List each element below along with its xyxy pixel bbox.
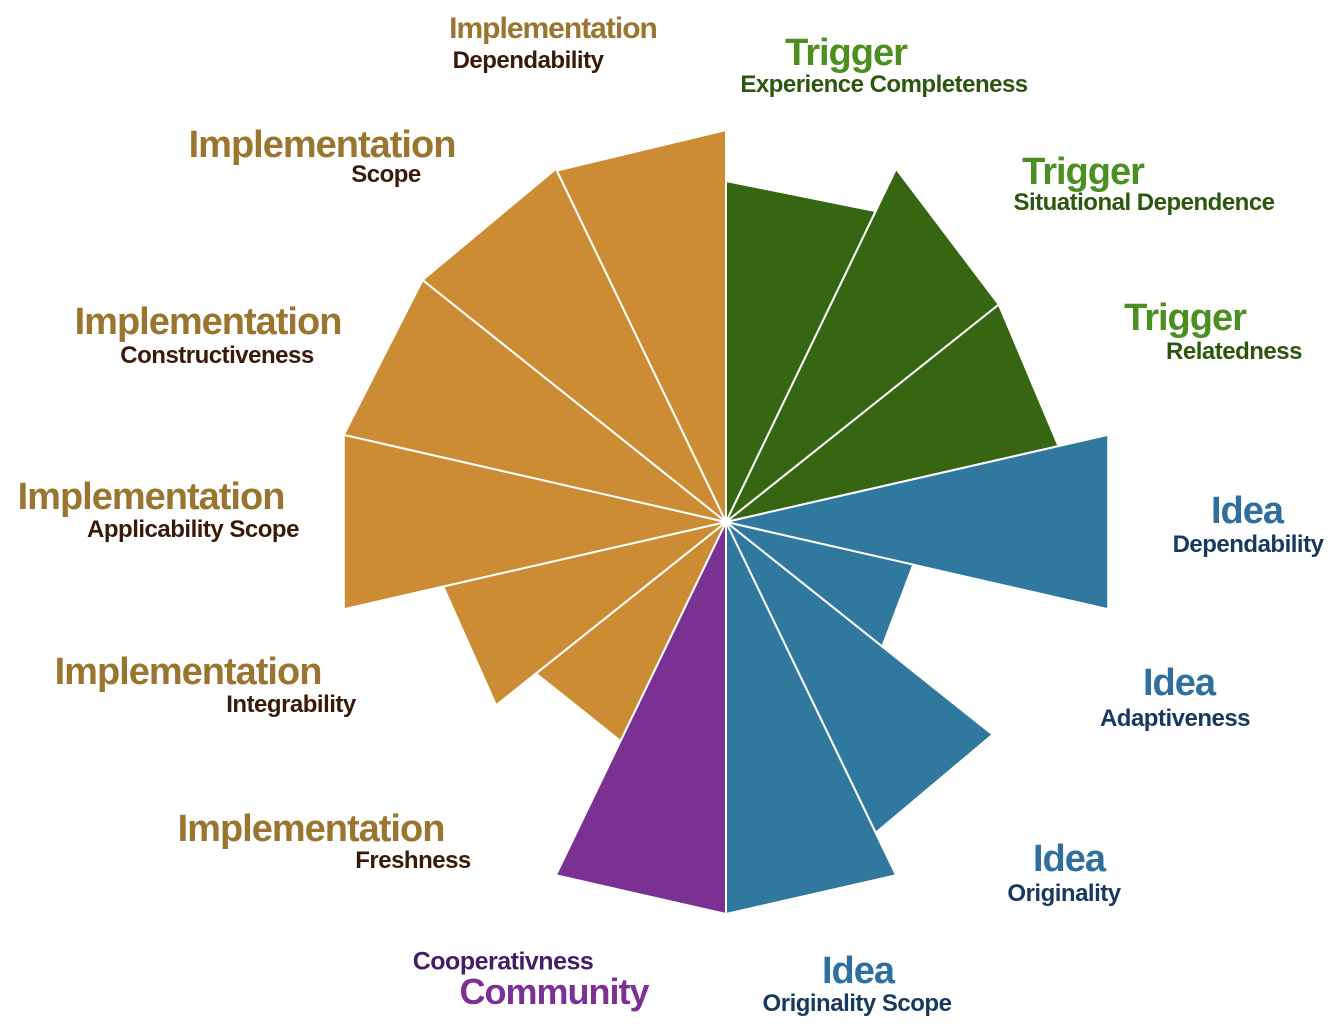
label-category-idea-adaptiveness: Idea — [1142, 662, 1216, 704]
label-metric-community-cooperativness: Cooperativness — [412, 947, 594, 976]
sector-implementation-dependability — [555, 129, 727, 523]
label-category-implementation-freshness: Implementation — [177, 808, 446, 850]
label-metric-implementation-scope: Scope — [351, 161, 421, 188]
label-category-trigger-relatedness: Trigger — [1124, 297, 1247, 339]
label-metric-trigger-experience-completeness: Experience Completeness — [740, 71, 1028, 98]
label-metric-implementation-constructiveness: Constructiveness — [120, 342, 314, 369]
label-metric-idea-originality-scope: Originality Scope — [762, 990, 952, 1017]
label-category-idea-originality-scope: Idea — [821, 950, 895, 992]
sector-idea-dependability — [725, 433, 1110, 611]
label-category-implementation-integrability: Implementation — [54, 651, 323, 693]
label-metric-implementation-freshness: Freshness — [355, 847, 471, 874]
label-metric-implementation-dependability: Dependability — [452, 47, 604, 74]
label-category-idea-dependability: Idea — [1210, 490, 1284, 532]
label-metric-trigger-situational-dependence: Situational Dependence — [1013, 189, 1275, 216]
label-category-trigger-experience-completeness: Trigger — [785, 32, 908, 74]
label-category-implementation-constructiveness: Implementation — [74, 301, 343, 343]
label-category-community-cooperativness: Community — [459, 971, 650, 1012]
label-metric-idea-adaptiveness: Adaptiveness — [1099, 705, 1251, 732]
label-metric-idea-originality: Originality — [1007, 880, 1121, 907]
label-category-trigger-situational-dependence: Trigger — [1022, 151, 1145, 193]
label-category-implementation-scope: Implementation — [188, 124, 457, 166]
label-category-idea-originality: Idea — [1032, 838, 1106, 880]
label-metric-trigger-relatedness: Relatedness — [1166, 338, 1302, 365]
label-metric-idea-dependability: Dependability — [1172, 531, 1324, 558]
label-metric-implementation-integrability: Integrability — [226, 691, 356, 718]
label-category-implementation-dependability: Implementation — [449, 12, 658, 45]
label-metric-implementation-applicability-scope: Applicability Scope — [87, 516, 299, 543]
label-category-implementation-applicability-scope: Implementation — [17, 476, 286, 518]
